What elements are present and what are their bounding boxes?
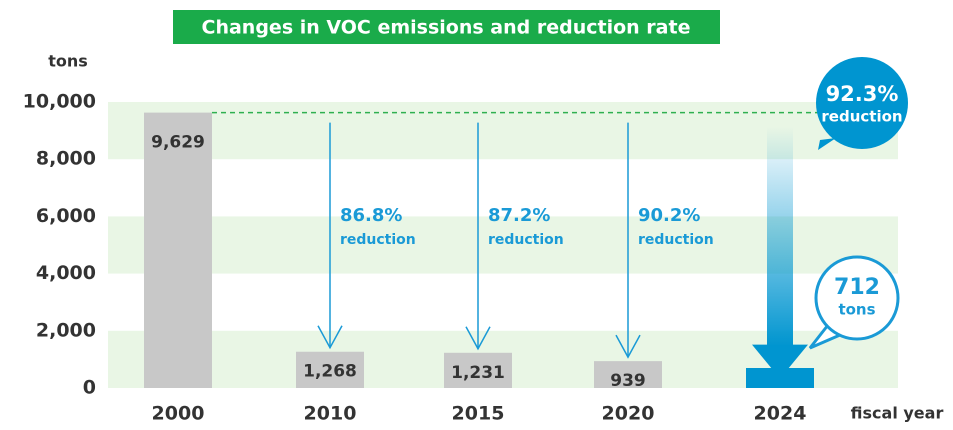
x-tick-label: 2024 [754,403,807,425]
reduction-rate: 90.2% [638,205,700,226]
reduction-text: reduction [638,232,714,248]
y-axis-label: tons [48,52,88,71]
bar [296,351,364,388]
grid-band [108,102,898,160]
arrow-head [615,334,641,359]
arrow-head [465,326,491,351]
bubble [814,255,900,341]
bar [144,112,212,389]
bubble [818,138,836,150]
y-tick-label: 2,000 [36,319,96,341]
value-label: 1,231 [451,363,505,383]
x-tick-label: 2020 [602,403,655,425]
x-tick-label: 2000 [152,403,205,425]
grid-band [108,216,898,274]
reduction-rate: 86.8% [340,205,402,226]
y-tick-label: 0 [83,377,96,399]
reduction-text: reduction [821,108,902,126]
y-tick-label: 4,000 [36,262,96,284]
bands [108,102,898,388]
value-label: 9,629 [151,133,205,153]
arrow-head [317,325,343,350]
reduction-arrow-shaft [767,126,793,347]
y-tick-label: 6,000 [36,205,96,227]
bar [444,352,512,388]
value-label: 939 [610,371,646,391]
x-tick-label: 2010 [304,403,357,425]
x-axis-label: fiscal year [851,404,944,423]
bar [594,361,662,388]
x-tick-label: 2015 [452,403,505,425]
bar [746,368,814,388]
reduction-arrow-head [752,344,808,379]
reduction-text: reduction [340,232,416,248]
reduction-rate: 87.2% [488,205,550,226]
chart-title: Changes in VOC emissions and reduction r… [202,17,691,39]
reduction-text: reduction [488,232,564,248]
reduction-rate: 92.3% [826,82,899,106]
value-unit: tons [838,301,875,319]
value-label: 1,268 [303,362,357,382]
y-tick-label: 8,000 [36,148,96,170]
value-label: 712 [834,275,880,300]
title-box [173,10,720,44]
bubble [816,57,908,149]
y-tick-label: 10,000 [23,91,96,113]
